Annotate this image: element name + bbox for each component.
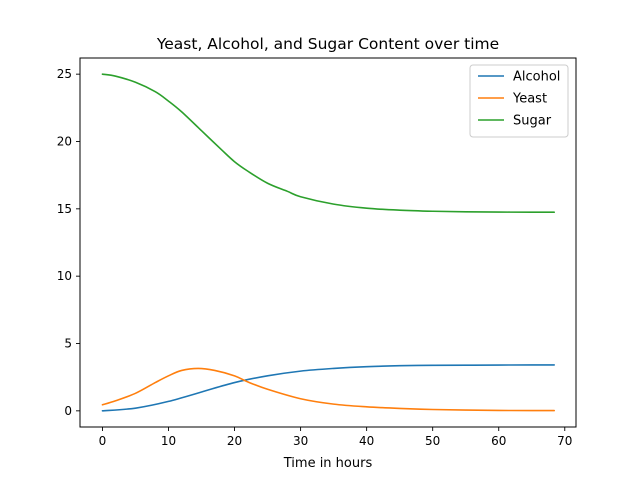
legend-label-alcohol: Alcohol bbox=[513, 70, 560, 85]
chart-title: Yeast, Alcohol, and Sugar Content over t… bbox=[156, 35, 499, 53]
y-tick-label: 25 bbox=[57, 67, 72, 81]
x-tick-label: 70 bbox=[557, 434, 572, 448]
x-tick-label: 40 bbox=[359, 434, 374, 448]
y-tick-label: 0 bbox=[64, 404, 72, 418]
x-tick-label: 30 bbox=[293, 434, 308, 448]
axes: 0 10 20 30 40 50 60 70 0 5 10 15 20 25 bbox=[57, 67, 573, 448]
series-line-sugar bbox=[101, 73, 556, 214]
y-tick-label: 5 bbox=[64, 337, 72, 351]
x-tick-label: 20 bbox=[227, 434, 242, 448]
y-tick-label: 15 bbox=[57, 202, 72, 216]
x-tick-label: 0 bbox=[99, 434, 107, 448]
legend-label-sugar: Sugar bbox=[513, 114, 552, 129]
series-line-yeast bbox=[101, 367, 556, 412]
x-tick-label: 60 bbox=[491, 434, 506, 448]
y-tick-label: 10 bbox=[57, 269, 72, 283]
x-tick-label: 50 bbox=[425, 434, 440, 448]
legend-box bbox=[469, 64, 569, 138]
plot-area bbox=[101, 73, 556, 412]
legend-label-yeast: Yeast bbox=[512, 92, 547, 107]
y-tick-label: 20 bbox=[57, 134, 72, 148]
x-tick-label: 10 bbox=[161, 434, 176, 448]
series-line-alcohol bbox=[101, 364, 556, 412]
plot-frame bbox=[79, 57, 577, 428]
x-axis-label: Time in hours bbox=[283, 456, 373, 471]
legend: Alcohol Yeast Sugar bbox=[469, 64, 569, 138]
